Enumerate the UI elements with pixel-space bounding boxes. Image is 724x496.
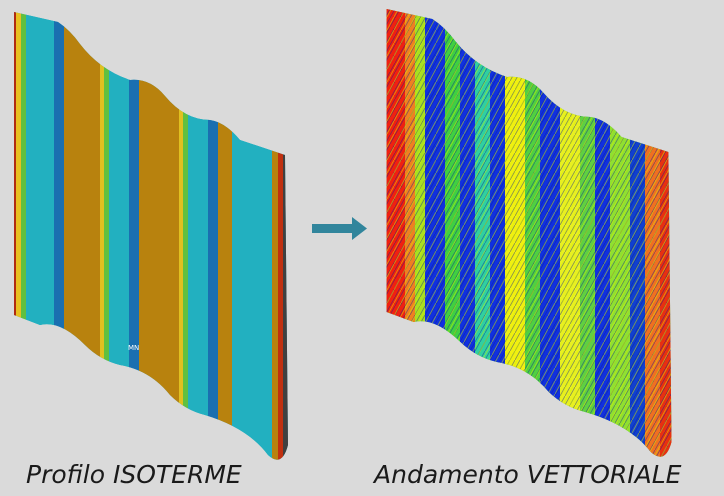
- isotherm-image: [10, 0, 300, 480]
- caption: Profilo ISOTERME: [26, 460, 242, 489]
- figure: MN Profilo ISOTERME Andamento VETTORIALE: [0, 0, 724, 492]
- arrow: [312, 217, 367, 240]
- caption: Andamento VETTORIALE: [372, 460, 682, 489]
- image-label: MN: [128, 344, 139, 352]
- vector-image: [380, 0, 680, 480]
